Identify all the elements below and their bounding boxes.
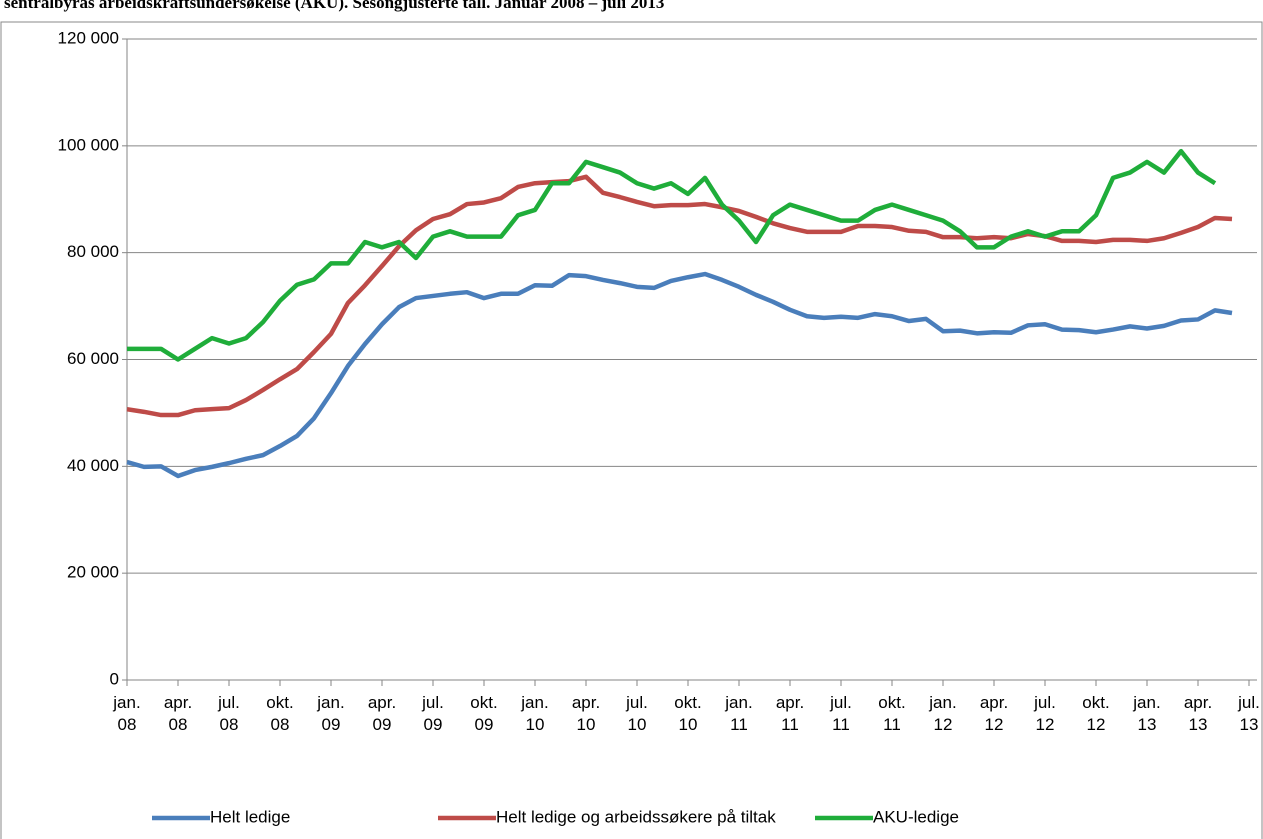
x-tick-label: apr. 08 <box>164 693 192 734</box>
x-tick-label: okt. 10 <box>674 693 701 734</box>
x-tick-label: jul. 09 <box>421 693 444 734</box>
x-tick-label: okt. 08 <box>266 693 293 734</box>
x-tick-label: jan. 11 <box>724 693 752 734</box>
y-tick-label: 20 000 <box>67 563 119 582</box>
x-tick-label: jan. 12 <box>928 693 956 734</box>
legend-label: Helt ledige og arbeidssøkere på tiltak <box>496 807 776 826</box>
x-tick-label: jan. 09 <box>316 693 344 734</box>
x-tick-label: apr. 09 <box>368 693 396 734</box>
x-tick-label: apr. 13 <box>1184 693 1212 734</box>
x-tick-label: okt. 09 <box>470 693 497 734</box>
x-tick-label: jan. 08 <box>112 693 140 734</box>
chart-title: sentralbyrås arbeidskraftsundersøkelse (… <box>4 0 664 12</box>
series-line <box>126 271 1233 479</box>
x-tick-label: jan. 13 <box>1132 693 1160 734</box>
x-tick-label: apr. 11 <box>776 693 804 734</box>
x-tick-label: jan. 10 <box>520 693 548 734</box>
x-tick-label: apr. 12 <box>980 693 1008 734</box>
y-tick-label: 40 000 <box>67 456 119 475</box>
y-tick-label: 120 000 <box>58 28 119 47</box>
x-tick-label: jul. 10 <box>625 693 648 734</box>
y-tick-label: 80 000 <box>67 242 119 261</box>
x-tick-label: jul. 11 <box>829 693 852 734</box>
y-tick-label: 60 000 <box>67 349 119 368</box>
legend-label: AKU-ledige <box>873 807 959 826</box>
chart-border <box>0 21 1263 839</box>
x-tick-label: okt. 12 <box>1082 693 1109 734</box>
y-tick-label: 100 000 <box>58 135 119 154</box>
y-tick-label: 0 <box>110 669 119 688</box>
x-tick-label: okt. 11 <box>878 693 905 734</box>
series-line <box>126 174 1233 418</box>
x-tick-label: jul. 12 <box>1033 693 1056 734</box>
x-tick-label: jul. 13 <box>1237 693 1260 734</box>
series-line <box>127 148 1217 362</box>
x-tick-label: jul. 08 <box>217 693 240 734</box>
legend-label: Helt ledige <box>210 807 290 826</box>
x-tick-label: apr. 10 <box>572 693 600 734</box>
